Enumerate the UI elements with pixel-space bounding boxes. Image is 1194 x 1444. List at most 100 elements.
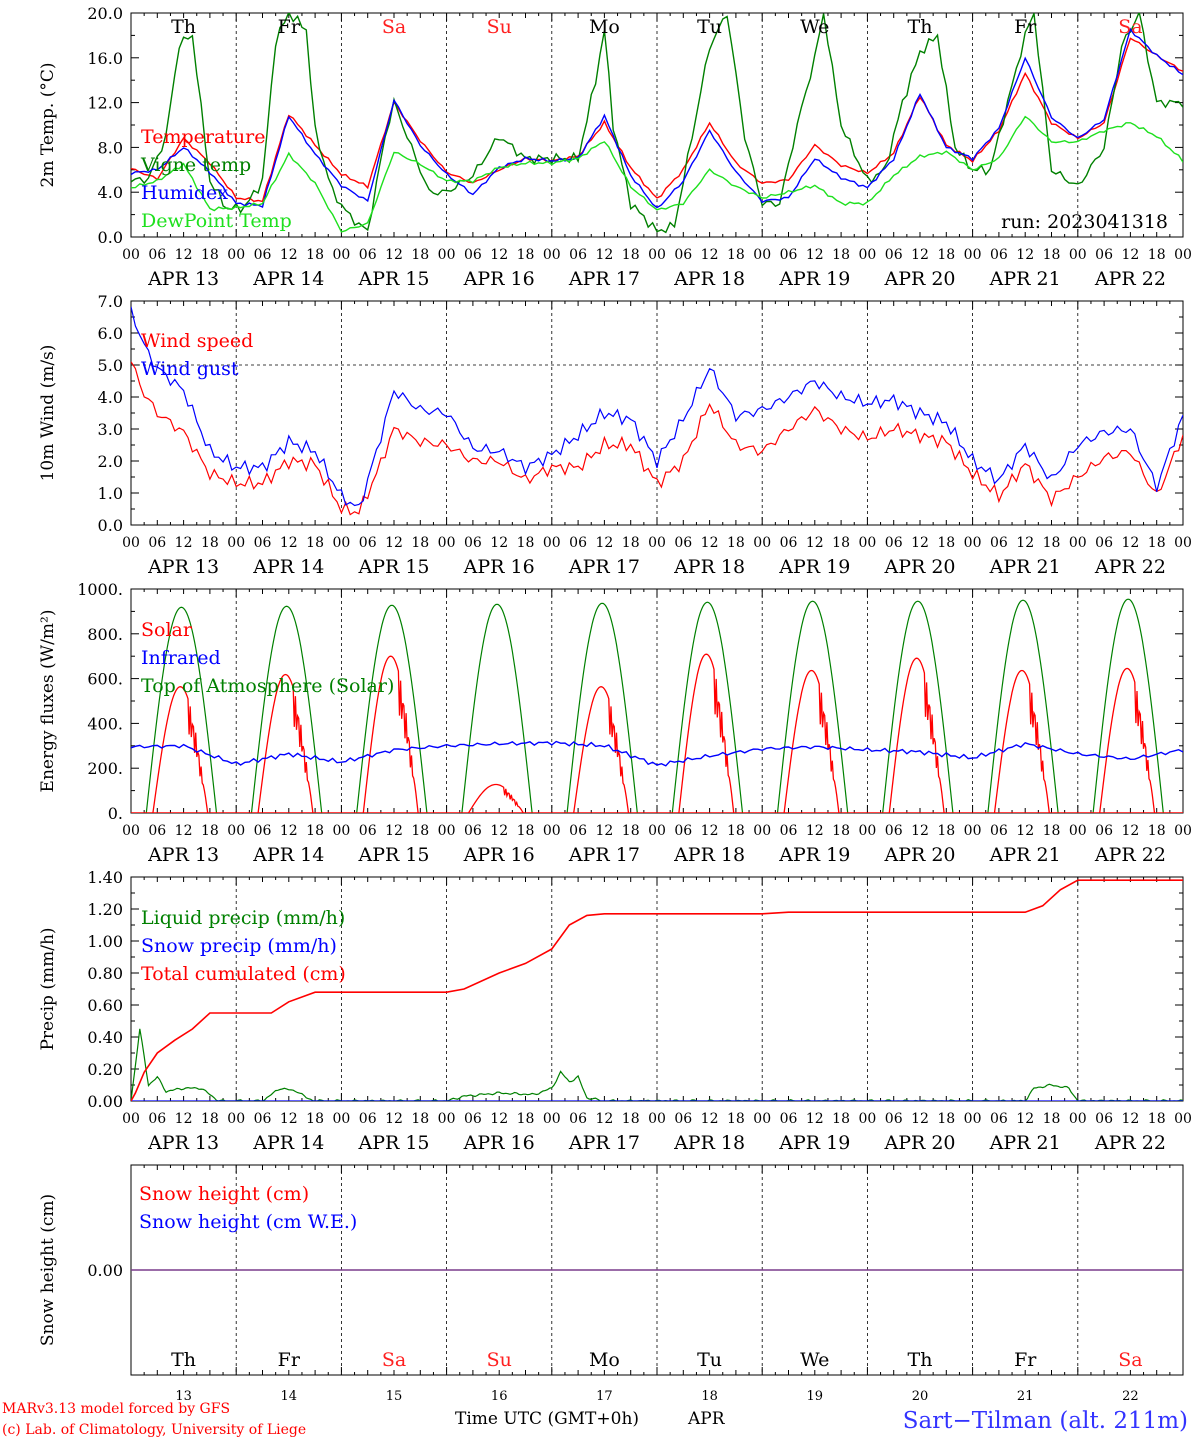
hour-label: 06 — [569, 1111, 587, 1127]
legend-entry: Snow precip (mm/h) — [141, 935, 337, 957]
hour-label: 18 — [411, 1111, 429, 1127]
hour-label: 06 — [464, 1111, 482, 1127]
hour-label: 06 — [780, 823, 798, 839]
hour-label: 00 — [332, 823, 350, 839]
hour-label: 18 — [201, 823, 219, 839]
day-number-label: 20 — [912, 1389, 929, 1404]
solar-day-curve — [678, 653, 735, 813]
solar-day-curve — [573, 686, 630, 813]
weekday-label-bottom: Th — [908, 1349, 933, 1371]
hour-label: 00 — [1069, 1111, 1087, 1127]
hour-label: 12 — [595, 823, 613, 839]
hour-label: 06 — [569, 247, 587, 263]
weekday-label-top: Sa — [1118, 16, 1142, 38]
hour-label: 18 — [201, 247, 219, 263]
plot-area — [131, 306, 1183, 516]
hour-label: 12 — [1016, 823, 1034, 839]
hour-label: 00 — [1174, 1111, 1192, 1127]
hour-label: 12 — [1016, 247, 1034, 263]
weekday-label-bottom: Fr — [278, 1349, 301, 1371]
toa-day-curve — [356, 604, 428, 813]
hour-label: 12 — [595, 247, 613, 263]
hour-label: 06 — [990, 247, 1008, 263]
hour-label: 06 — [569, 535, 587, 551]
date-label: APR 19 — [778, 1132, 850, 1154]
hour-label: 18 — [622, 823, 640, 839]
hour-label: 18 — [517, 823, 535, 839]
hour-label: 18 — [622, 1111, 640, 1127]
hour-label: 06 — [254, 1111, 272, 1127]
hour-label: 12 — [280, 247, 298, 263]
date-label: APR 13 — [147, 268, 219, 290]
weekday-label-bottom: Mo — [589, 1349, 620, 1371]
series-line-total-cumulated-cm- — [131, 879, 1183, 1101]
y-tick-label: 0.60 — [87, 996, 123, 1015]
hour-label: 06 — [780, 535, 798, 551]
hour-label: 12 — [911, 247, 929, 263]
panel-snow: 0.00 Snow height (cm) Snow height (cm) Snow… — [38, 1164, 1184, 1376]
legend-entry: Snow height (cm) — [139, 1183, 309, 1205]
solar-day-curve — [783, 669, 840, 813]
hour-label: 18 — [517, 535, 535, 551]
hour-label: 12 — [385, 1111, 403, 1127]
hour-label: 12 — [701, 535, 719, 551]
hour-label: 06 — [359, 247, 377, 263]
hour-label: 06 — [990, 535, 1008, 551]
hour-label: 00 — [543, 823, 561, 839]
hour-label: 00 — [753, 1111, 771, 1127]
date-label: APR 21 — [989, 1132, 1061, 1154]
hour-label: 12 — [490, 823, 508, 839]
hour-label: 18 — [622, 247, 640, 263]
date-label: APR 16 — [463, 844, 535, 866]
hour-label: 18 — [1148, 1111, 1166, 1127]
hour-label: 12 — [806, 1111, 824, 1127]
hour-label: 12 — [175, 823, 193, 839]
date-label: APR 16 — [463, 556, 535, 578]
hour-label: 06 — [569, 823, 587, 839]
y-tick-label: 0.40 — [87, 1028, 123, 1047]
toa-day-curve — [566, 602, 638, 813]
legend-entry: Top of Atmosphere (Solar) — [141, 675, 394, 697]
hour-label: 18 — [411, 247, 429, 263]
date-label: APR 22 — [1094, 556, 1166, 578]
hour-label: 00 — [1069, 823, 1087, 839]
date-label: APR 14 — [252, 556, 324, 578]
hour-label: 18 — [832, 247, 850, 263]
toa-day-curve — [882, 600, 954, 813]
hour-label: 00 — [543, 247, 561, 263]
y-tick-label: 0.80 — [87, 964, 123, 983]
hour-label: 00 — [964, 247, 982, 263]
hour-label: 00 — [964, 823, 982, 839]
legend-entry: Wind gust — [141, 358, 239, 380]
hour-label: 00 — [648, 535, 666, 551]
toa-day-curve — [987, 599, 1059, 813]
hour-label: 00 — [648, 247, 666, 263]
y-tick-label: 1.20 — [87, 900, 123, 919]
date-label: APR 19 — [778, 556, 850, 578]
hour-label: 00 — [648, 823, 666, 839]
hour-label: 00 — [1069, 247, 1087, 263]
hour-label: 00 — [1174, 823, 1192, 839]
hour-label: 00 — [858, 535, 876, 551]
hour-label: 12 — [806, 535, 824, 551]
solar-day-curve — [993, 669, 1050, 813]
y-tick-label: 1.0 — [98, 484, 123, 503]
hour-label: 12 — [385, 535, 403, 551]
series-line-wind-gust — [131, 306, 1183, 507]
hour-label: 12 — [490, 1111, 508, 1127]
hour-label: 12 — [806, 247, 824, 263]
hour-label: 06 — [885, 247, 903, 263]
hour-label: 18 — [937, 1111, 955, 1127]
hour-label: 12 — [1121, 535, 1139, 551]
hour-label: 06 — [885, 1111, 903, 1127]
hour-label: 18 — [306, 247, 324, 263]
date-label: APR 17 — [568, 1132, 640, 1154]
panel-precip: 0.00 0.20 0.40 0.60 0.80 1.00 1.20 1.40 Precip (… — [38, 868, 1192, 1154]
hour-label: 12 — [911, 823, 929, 839]
date-label: APR 18 — [673, 556, 745, 578]
plot-frame — [130, 588, 1184, 814]
date-label: APR 14 — [252, 1132, 324, 1154]
weekday-label-top: Fr — [1014, 16, 1037, 38]
hour-label: 18 — [1043, 247, 1061, 263]
date-label: APR 16 — [463, 1132, 535, 1154]
